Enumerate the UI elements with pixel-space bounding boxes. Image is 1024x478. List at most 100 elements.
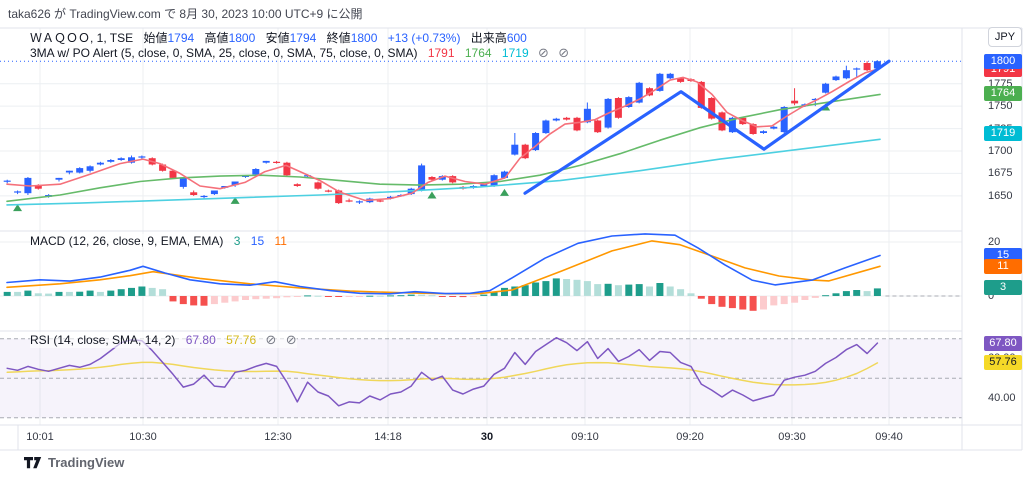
macd-bar [428,295,436,297]
candle [34,185,42,189]
rsi-band-layer [0,338,962,419]
macd-bar [200,296,208,306]
macd-bar [76,291,84,296]
macd-bar [853,290,861,296]
macd-bar [210,296,218,305]
macd-axis-badge: 11 [984,258,1022,274]
time-axis-label: 30 [480,431,494,443]
macd-legend-title[interactable]: MACD (12, 26, close, 9, EMA, EMA) [30,234,224,248]
ma-legend-title[interactable]: 3MA w/ PO Alert (5, close, 0, SMA, 25, c… [30,46,418,60]
ma25-value: 1764 [464,46,492,60]
candle [107,160,115,162]
buy-triangle-icon [499,188,509,196]
macd-histogram-layer [3,278,881,311]
ma-lines-layer [6,67,881,206]
candle [210,190,218,195]
rsi-axis-badge: 57.76 [984,355,1022,371]
candle [128,157,135,163]
macd-bar [34,293,42,296]
candle [14,191,22,193]
candle [138,156,146,158]
rsi-legend[interactable]: RSI (14, close, SMA, 14, 2) 67.80 57.76 … [30,332,297,348]
macd-bar [117,289,125,296]
price-axis-tick: 1675 [988,167,1013,180]
candle [117,158,125,160]
macd-axis-tick: 20 [988,235,1001,248]
candle [770,126,778,129]
macd-bar [687,293,695,296]
macd-bar [573,279,581,296]
macd-bar [469,296,477,297]
macd-bar [335,296,343,297]
macd-bar [45,293,53,296]
macd-bar [532,282,540,296]
symbol-title[interactable]: ＷＡＱＯＯ, 1, TSE [30,31,134,45]
macd-bar [501,287,508,296]
candle [200,195,208,198]
macd-bar [718,296,726,307]
macd-bar [542,281,550,296]
macd-axis-tick: 0 [988,289,995,302]
alert-disabled-icon[interactable]: ⊘ [537,45,549,60]
macd-bar [397,295,405,297]
macd-bar [252,296,260,300]
macd-bar [480,294,488,296]
candle [418,165,426,191]
watermark-text: TradingView [48,455,125,470]
currency-button[interactable]: JPY [988,27,1022,47]
macd-bar [801,296,809,300]
rsi-legend-title[interactable]: RSI (14, close, SMA, 14, 2) [30,333,176,347]
candle [428,177,436,180]
macd-bar [811,296,819,298]
price-axis-tick: 1700 [988,144,1013,157]
macd-bar [760,296,767,310]
macd-line-value: 15 [250,234,265,248]
candle [863,63,871,71]
macd-bar [728,296,736,309]
candle [324,190,332,192]
alert-disabled-icon[interactable]: ⊘ [558,45,570,60]
candle [511,144,519,155]
macd-bar [376,295,384,297]
chart-frame [0,27,1023,451]
candle [179,177,187,187]
symbol-legend[interactable]: ＷＡＱＯＯ, 1, TSE 始値1794 高値1800 安値1794 終値180… [30,29,527,46]
candle [521,144,529,159]
tradingview-watermark[interactable]: TradingView [24,455,124,470]
candle [594,120,602,133]
candle [853,68,861,70]
macd-bar [107,290,115,296]
macd-bar [780,296,788,305]
candle [355,201,363,203]
price-axis-tick: 1750 [988,100,1013,113]
macd-bar [86,290,94,296]
macd-bar [614,285,622,296]
alert-disabled-icon[interactable]: ⊘ [285,332,297,347]
macd-bar [231,296,239,302]
price-axis-badge: 1800 [984,53,1022,69]
macd-bar [293,296,301,297]
close-label: 終値 [326,31,351,45]
macd-bar [366,295,374,297]
high-label: 高値 [204,31,229,45]
macd-bar [583,281,591,296]
macd-bar [387,295,394,297]
macd-bar [594,284,602,296]
macd-lines-layer [6,233,881,295]
macd-legend[interactable]: MACD (12, 26, close, 9, EMA, EMA) 3 15 1… [30,234,287,248]
macd-bar [563,279,571,296]
ma-indicator-legend[interactable]: 3MA w/ PO Alert (5, close, 0, SMA, 25, c… [30,45,569,61]
candle [65,170,73,173]
time-axis-label: 10:01 [26,431,54,443]
alert-disabled-icon[interactable]: ⊘ [265,332,277,347]
macd-bar [148,287,156,296]
macd-bar [521,285,529,296]
candle [55,177,63,180]
trendline-drawing[interactable] [523,59,891,195]
rsi-axis-badge: 67.80 [984,335,1022,351]
macd-bar [96,291,104,296]
candle [501,171,508,178]
candle [563,117,571,120]
